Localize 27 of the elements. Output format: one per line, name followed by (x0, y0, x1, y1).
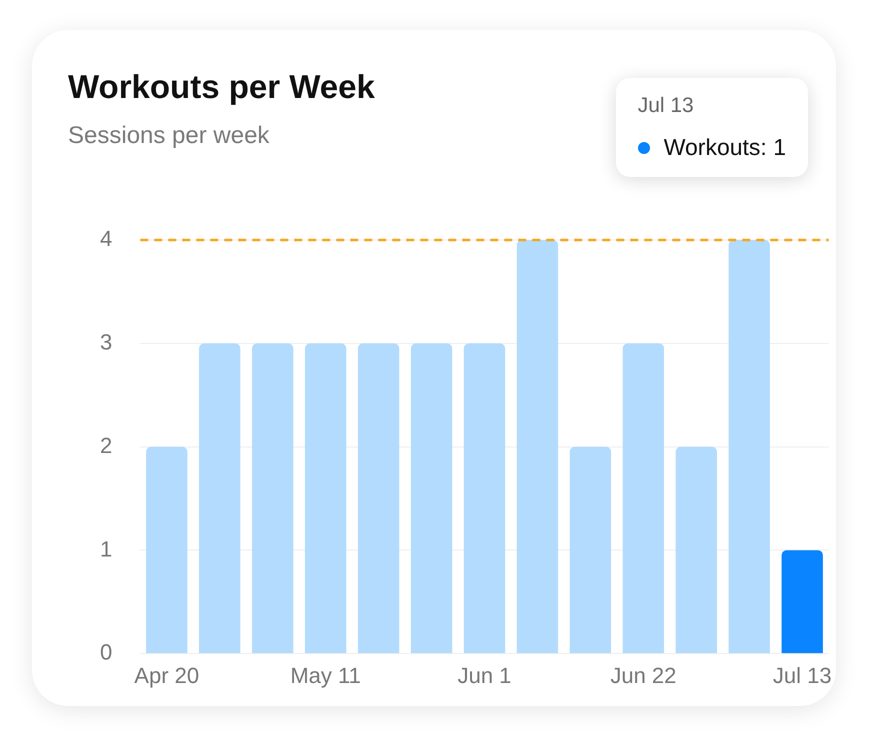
bar (570, 446, 612, 654)
x-tick-label: Jun 1 (458, 662, 512, 688)
text: Workouts: 1 (664, 134, 786, 161)
x-tick-label: May 11 (290, 662, 361, 688)
bar (622, 343, 664, 654)
bar (464, 343, 506, 654)
bar (728, 240, 770, 654)
x-tick-label: Jun 22 (610, 662, 676, 688)
bar (676, 446, 717, 654)
bar (199, 343, 240, 654)
chart-title: Workouts per Week (68, 68, 375, 106)
y-tick-label: 3 (100, 329, 112, 354)
bar (304, 343, 346, 654)
y-tick-label: 4 (100, 226, 112, 252)
chart-subtitle: Sessions per week (68, 122, 270, 150)
bar (410, 343, 452, 654)
bar (358, 343, 400, 654)
bar (516, 240, 558, 654)
y-tick-label: 0 (100, 640, 112, 665)
bar (782, 550, 823, 654)
x-tick-label: Apr 20 (134, 662, 200, 688)
y-tick-label: 2 (100, 432, 112, 458)
x-tick-label: Jul 13 (772, 662, 832, 688)
bar (252, 343, 294, 654)
text: Jul 13 (638, 94, 695, 118)
bar (146, 446, 188, 654)
y-tick-label: 1 (100, 536, 112, 562)
